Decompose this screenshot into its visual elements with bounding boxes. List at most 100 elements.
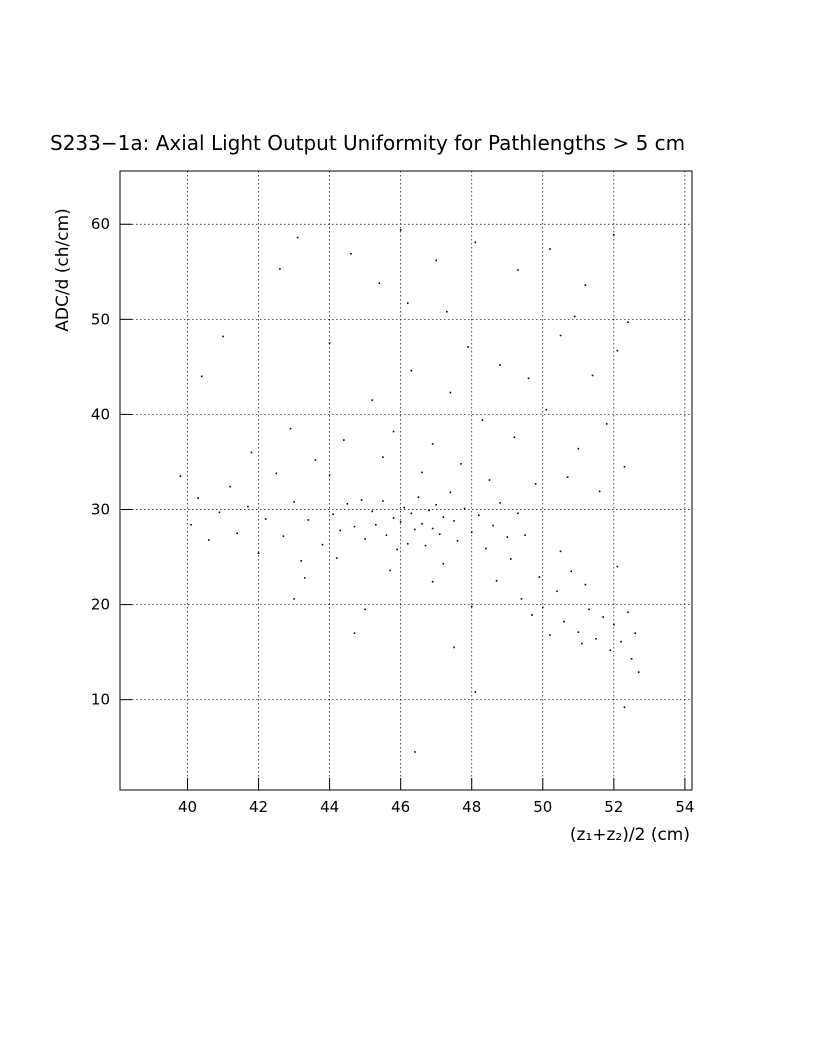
point (353, 632, 356, 634)
x-tick-label: 44 (320, 798, 339, 816)
point (353, 525, 356, 528)
point (453, 646, 455, 649)
point (332, 513, 334, 516)
point (371, 510, 374, 513)
point (328, 342, 331, 344)
point (463, 507, 466, 510)
point (517, 269, 519, 271)
y-tick-label: 30 (91, 501, 110, 519)
point (605, 423, 608, 425)
point (591, 374, 594, 377)
y-tick-label: 60 (91, 215, 110, 233)
point (431, 443, 434, 445)
point (449, 491, 452, 494)
point (588, 608, 590, 611)
point (339, 529, 342, 532)
point (442, 562, 445, 565)
point (616, 565, 619, 568)
point (620, 640, 622, 643)
point (470, 605, 473, 608)
x-tick-label: 54 (675, 798, 694, 816)
y-tick-label: 40 (91, 405, 110, 423)
x-tick-label: 40 (178, 798, 197, 816)
plot-frame (119, 170, 693, 791)
point (549, 634, 551, 636)
point (250, 451, 253, 454)
point (343, 439, 345, 441)
point (300, 560, 302, 562)
point (623, 706, 626, 709)
point (524, 534, 526, 536)
point (563, 620, 565, 623)
x-axis-label: (z₁+z₂)/2 (cm) (570, 825, 690, 845)
point (513, 436, 516, 439)
point (442, 516, 445, 518)
point (549, 248, 551, 250)
point (584, 284, 587, 286)
point (570, 570, 573, 573)
point (492, 524, 494, 527)
y-tick-label: 50 (91, 310, 110, 328)
point (375, 523, 377, 526)
point (314, 459, 317, 461)
x-tick-label: 50 (533, 798, 552, 816)
point (382, 500, 384, 502)
point (382, 456, 384, 459)
y-axis-label: ADC/d (ch/cm) (53, 208, 73, 332)
point (573, 315, 576, 318)
point (449, 391, 452, 394)
point (236, 532, 239, 535)
point (545, 408, 548, 411)
point (538, 576, 541, 578)
point (296, 236, 299, 239)
y-tick-label: 10 (91, 691, 110, 709)
point (616, 349, 619, 352)
point (414, 751, 416, 753)
point (378, 282, 381, 284)
point (577, 631, 580, 633)
point (595, 638, 597, 640)
point (197, 497, 199, 499)
point (218, 511, 221, 514)
point (264, 518, 267, 520)
point (421, 471, 423, 474)
point (410, 512, 413, 515)
point (559, 550, 562, 553)
point (531, 614, 533, 616)
point (389, 569, 391, 572)
point (456, 540, 459, 542)
point (371, 399, 374, 401)
x-tick-label: 42 (249, 798, 268, 816)
point (630, 657, 633, 660)
point (584, 583, 587, 586)
y-tick-label: 20 (91, 596, 110, 614)
point (275, 472, 278, 475)
point (303, 577, 306, 579)
point (470, 531, 473, 534)
point (488, 479, 491, 481)
x-tick-label: 52 (604, 798, 623, 816)
point (289, 427, 292, 430)
point (200, 375, 203, 378)
point (208, 539, 210, 541)
point (613, 623, 615, 626)
point (438, 533, 441, 536)
point (446, 310, 448, 313)
point (517, 512, 519, 515)
point (581, 642, 583, 645)
point (364, 538, 366, 540)
point (179, 475, 182, 478)
point (435, 259, 437, 262)
point (321, 543, 324, 546)
point (403, 506, 406, 509)
point (510, 558, 512, 560)
point (627, 321, 629, 323)
point (399, 521, 402, 523)
point (598, 490, 601, 493)
point (495, 580, 498, 582)
point (527, 377, 530, 380)
point (279, 268, 281, 270)
point (556, 590, 558, 593)
point (350, 252, 352, 255)
